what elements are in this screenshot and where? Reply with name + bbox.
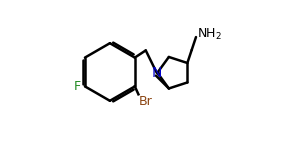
Text: N: N (152, 66, 162, 80)
Text: F: F (74, 80, 81, 93)
Text: Br: Br (139, 95, 153, 108)
Text: NH$_2$: NH$_2$ (197, 27, 223, 42)
